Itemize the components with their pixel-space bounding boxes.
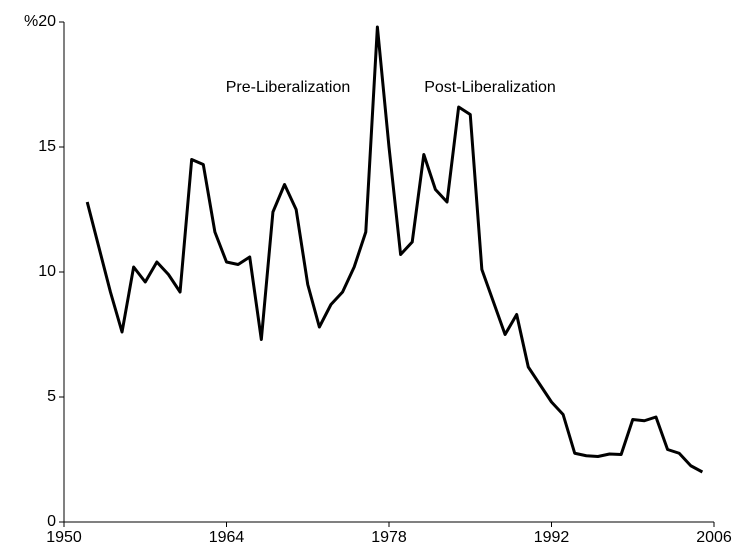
y-tick-label: %20: [24, 13, 56, 30]
x-tick-label: 1950: [46, 529, 82, 546]
x-tick-label: 1978: [371, 529, 407, 546]
x-tick-label: 1992: [534, 529, 570, 546]
y-tick-label: 0: [47, 513, 56, 530]
annotation: Post-Liberalization: [424, 79, 556, 96]
y-tick-label: 10: [38, 263, 56, 280]
x-tick-label: 1964: [209, 529, 245, 546]
annotation: Pre-Liberalization: [226, 79, 351, 96]
y-tick-label: 5: [47, 388, 56, 405]
line-series: [85, 25, 704, 474]
y-tick-label: 15: [38, 138, 56, 155]
x-tick-label: 2006: [696, 529, 732, 546]
